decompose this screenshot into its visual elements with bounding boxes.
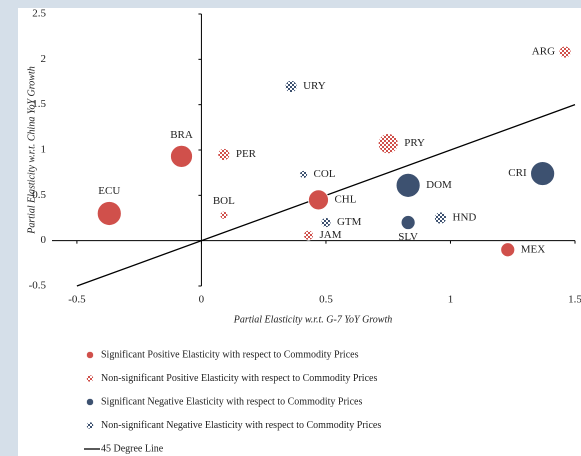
x-axis-title: Partial Elasticity w.r.t. G-7 YoY Growth	[233, 314, 393, 325]
bubble	[217, 148, 231, 161]
x-tick-label: 1	[448, 294, 454, 306]
legend-marker	[86, 374, 94, 383]
x-tick-label: 0.5	[319, 294, 333, 306]
legend-marker	[86, 351, 94, 359]
x-tick-label: -0.5	[68, 294, 86, 306]
point-label: MEX	[521, 243, 546, 255]
bubble	[500, 242, 516, 258]
bubble	[558, 45, 572, 59]
point-label: ECU	[98, 185, 120, 197]
legend-label: Non-significant Positive Elasticity with…	[101, 373, 377, 384]
point-label: BRA	[170, 129, 193, 141]
point-label: HND	[453, 212, 477, 224]
point-label: CRI	[508, 167, 527, 179]
bubble	[530, 161, 556, 186]
point-label: ARG	[532, 46, 555, 58]
point-label: URY	[303, 80, 326, 92]
legend-label: Non-significant Negative Elasticity with…	[101, 420, 381, 431]
bubble	[170, 144, 193, 168]
legend-label: 45 Degree Line	[101, 443, 164, 454]
point-label: BOL	[213, 195, 235, 207]
bubble	[299, 170, 308, 179]
y-tick-label: 1.5	[32, 98, 46, 110]
x-tick-label: 1.5	[568, 294, 581, 306]
point-label: PER	[236, 148, 257, 160]
y-tick-label: 0.5	[32, 189, 46, 201]
point-label: PRY	[404, 137, 425, 149]
bubble	[395, 172, 421, 198]
x-tick-label: 0	[199, 294, 205, 306]
bubble	[219, 210, 229, 220]
y-tick-label: -0.5	[29, 280, 47, 292]
bubble	[400, 215, 416, 230]
legend-marker	[86, 421, 94, 430]
bubble	[96, 201, 122, 226]
bubble	[284, 80, 298, 93]
y-tick-label: 1	[41, 144, 47, 156]
panel	[18, 8, 581, 456]
legend-label: Significant Negative Elasticity with res…	[101, 396, 362, 407]
y-tick-label: 2	[41, 53, 47, 65]
point-label: GTM	[337, 216, 362, 228]
point-label: SLV	[398, 231, 418, 243]
legend-marker	[86, 398, 94, 406]
bubble	[303, 229, 314, 241]
bubble	[308, 189, 329, 211]
point-label: JAM	[320, 229, 342, 241]
bubble	[377, 133, 399, 155]
y-axis-title: Partial Elasticity w.r.t. China YoY Grow…	[26, 66, 37, 234]
point-label: DOM	[426, 179, 452, 191]
bubble	[320, 217, 332, 228]
legend-label: Significant Positive Elasticity with res…	[101, 349, 359, 360]
point-label: COL	[314, 168, 336, 180]
bubble	[434, 211, 447, 225]
point-label: CHL	[334, 193, 356, 205]
y-tick-label: 2.5	[32, 8, 46, 20]
y-tick-label: 0	[41, 234, 47, 246]
